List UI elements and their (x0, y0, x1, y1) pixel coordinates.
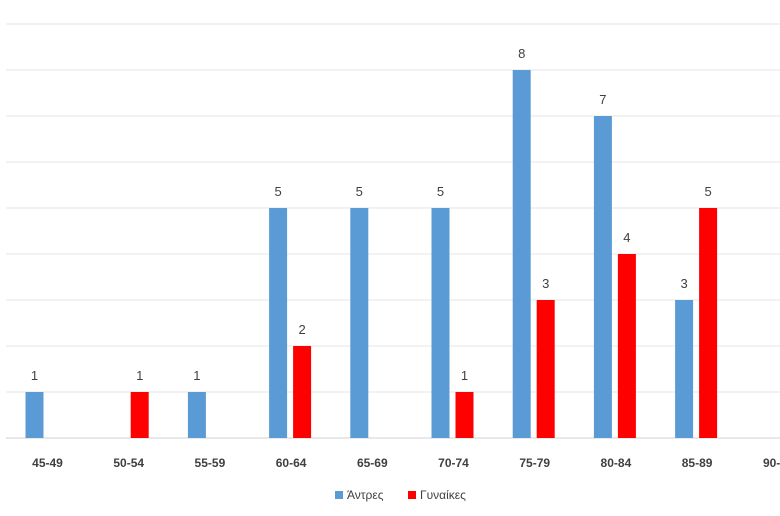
bar-men-60-64 (269, 208, 288, 438)
bar-women-75-79 (536, 300, 555, 438)
data-label: 3 (680, 276, 687, 291)
bars (25, 70, 718, 438)
bar-men-65-69 (350, 208, 369, 438)
x-tick-label: 85-89 (682, 456, 713, 470)
legend-label: Γυναίκες (420, 488, 466, 502)
x-tick-label: 60-64 (276, 456, 307, 470)
data-label: 8 (518, 46, 525, 61)
data-label: 5 (704, 184, 711, 199)
x-tick-label: 45-49 (32, 456, 63, 470)
x-tick-label: 90-94 (763, 456, 780, 470)
bar-women-85-89 (699, 208, 718, 438)
legend-label: Άντρες (347, 488, 384, 502)
legend: Άντρες Γυναίκες (335, 488, 466, 502)
bar-women-80-84 (617, 254, 636, 438)
data-label: 1 (193, 368, 200, 383)
bar-men-85-89 (675, 300, 694, 438)
bar-men-55-59 (187, 392, 206, 438)
gridlines (6, 23, 780, 439)
bar-men-80-84 (593, 116, 612, 438)
x-tick-label: 55-59 (195, 456, 226, 470)
x-tick-label: 50-54 (113, 456, 144, 470)
legend-swatch (335, 491, 343, 499)
data-label: 4 (623, 230, 630, 245)
x-tick-labels: 45-49 50-54 55-59 60-64 65-69 70-74 75-79 80-84… (32, 456, 780, 470)
bar-men-75-79 (512, 70, 531, 438)
data-label: 1 (136, 368, 143, 383)
x-tick-label: 70-74 (438, 456, 469, 470)
data-label: 2 (298, 322, 305, 337)
data-labels: 1 1 1 5 2 5 5 1 8 3 7 4 3 5 (31, 46, 712, 383)
data-label: 1 (31, 368, 38, 383)
data-label: 5 (356, 184, 363, 199)
x-tick-label: 65-69 (357, 456, 388, 470)
data-label: 5 (437, 184, 444, 199)
bar-women-50-54 (130, 392, 149, 438)
x-tick-label: 80-84 (601, 456, 632, 470)
data-label: 7 (599, 92, 606, 107)
legend-swatch (408, 491, 416, 499)
data-label: 1 (461, 368, 468, 383)
x-tick-label: 75-79 (519, 456, 550, 470)
bar-women-70-74 (455, 392, 474, 438)
bar-men-70-74 (431, 208, 450, 438)
bar-women-60-64 (293, 346, 312, 438)
data-label: 5 (274, 184, 281, 199)
bar-men-45-49 (25, 392, 44, 438)
data-label: 3 (542, 276, 549, 291)
